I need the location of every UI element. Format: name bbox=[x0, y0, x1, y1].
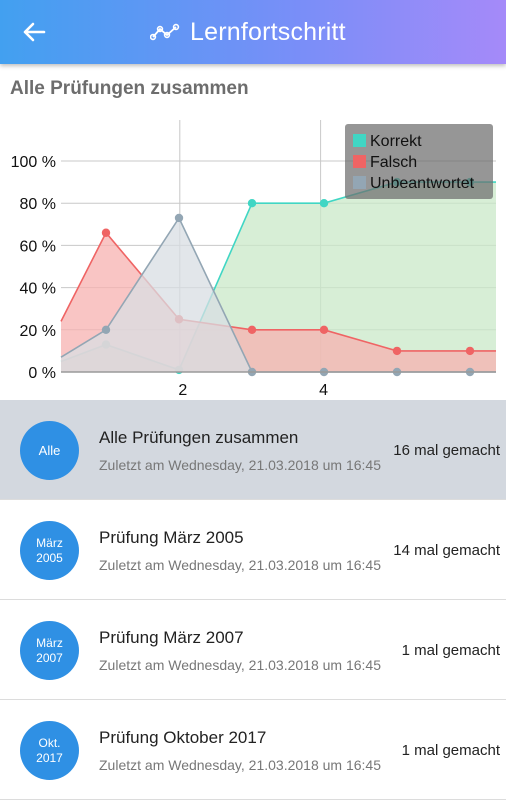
y-tick-label: 100 % bbox=[11, 154, 56, 171]
exam-count: 1 mal gemacht bbox=[401, 742, 500, 759]
y-tick-label: 80 % bbox=[20, 196, 56, 213]
data-point-korrekt bbox=[319, 199, 329, 208]
exam-badge: Okt. 2017 bbox=[20, 721, 79, 780]
exam-badge-text: März bbox=[36, 635, 63, 650]
exam-badge: März 2007 bbox=[20, 621, 79, 680]
app-title-group: Lernfortschritt bbox=[150, 12, 346, 52]
chart-line-icon bbox=[150, 23, 180, 41]
exam-title: Prüfung Oktober 2017 bbox=[99, 728, 267, 747]
exam-title: Alle Prüfungen zusammen bbox=[99, 428, 299, 447]
exam-list-item[interactable]: März 2007 Prüfung März 2007 Zuletzt am Wedn… bbox=[0, 600, 506, 700]
exam-list-item[interactable]: Okt. 2017 Prüfung Oktober 2017 Zuletzt am W… bbox=[0, 700, 506, 800]
data-point-korrekt bbox=[247, 199, 257, 208]
data-point-unbeantwortet bbox=[174, 213, 184, 223]
exam-last-taken: Zuletzt am Wednesday, 21.03.2018 um 16:4… bbox=[99, 457, 381, 473]
page-title: Lernfortschritt bbox=[190, 17, 346, 46]
exam-list: Alle Alle Prüfungen zusammen Zuletzt am We… bbox=[0, 400, 506, 800]
series-line-falsch bbox=[60, 231, 496, 352]
series-area-unbeantwortet bbox=[61, 217, 496, 372]
legend-label-unbeantwortet: Unbeantwortet bbox=[370, 175, 475, 192]
section-title: Alle Prüfungen zusammen bbox=[10, 78, 249, 99]
legend-label-korrekt: Korrekt bbox=[370, 133, 422, 150]
exam-badge: März 2005 bbox=[20, 521, 79, 580]
legend-label-falsch: Falsch bbox=[370, 154, 417, 171]
exam-title: Prüfung März 2005 bbox=[99, 528, 244, 547]
exam-badge-text: Alle bbox=[38, 443, 61, 458]
data-point-unbeantwortet bbox=[101, 325, 111, 334]
legend-swatch-unbeantwortet bbox=[353, 176, 366, 189]
exam-count: 16 mal gemacht bbox=[393, 442, 500, 459]
x-tick-label: 4 bbox=[319, 382, 328, 399]
legend-swatch-falsch bbox=[353, 155, 366, 168]
data-point-falsch bbox=[101, 228, 111, 237]
exam-badge-text: 2007 bbox=[36, 650, 63, 665]
chart-legend bbox=[345, 124, 493, 199]
data-point-falsch bbox=[465, 346, 475, 356]
exam-count: 1 mal gemacht bbox=[401, 642, 500, 659]
y-tick-label: 60 % bbox=[20, 238, 56, 255]
x-tick-label: 2 bbox=[178, 382, 187, 399]
y-tick-label: 40 % bbox=[20, 281, 56, 298]
data-point-falsch bbox=[319, 325, 329, 334]
exam-badge-text: 2017 bbox=[36, 750, 63, 765]
exam-badge: Alle bbox=[20, 421, 79, 480]
exam-badge-text: Okt. bbox=[38, 735, 61, 750]
progress-chart: 0 % 20 % 40 % 60 % 80 % 100 % 2 4 Korrekt Falsch U… bbox=[11, 120, 496, 399]
exam-last-taken: Zuletzt am Wednesday, 21.03.2018 um 16:4… bbox=[99, 557, 381, 573]
legend-swatch-korrekt bbox=[353, 134, 366, 147]
exam-badge-text: März bbox=[36, 535, 63, 550]
exam-count: 14 mal gemacht bbox=[393, 542, 500, 559]
series-area-korrekt bbox=[61, 182, 496, 372]
arrow-left-icon[interactable] bbox=[18, 16, 50, 48]
exam-last-taken: Zuletzt am Wednesday, 21.03.2018 um 16:4… bbox=[99, 757, 381, 773]
exam-last-taken: Zuletzt am Wednesday, 21.03.2018 um 16:4… bbox=[99, 657, 381, 673]
data-point-falsch bbox=[392, 346, 402, 356]
y-tick-label: 20 % bbox=[20, 323, 56, 340]
data-point-falsch bbox=[247, 325, 257, 334]
exam-list-item[interactable]: Alle Alle Prüfungen zusammen Zuletzt am We… bbox=[0, 400, 506, 500]
exam-list-item[interactable]: März 2005 Prüfung März 2005 Zuletzt am Wedn… bbox=[0, 500, 506, 600]
exam-badge-text: 2005 bbox=[36, 550, 63, 565]
y-tick-label: 0 % bbox=[28, 365, 56, 382]
app-bar: Lernfortschritt bbox=[0, 0, 506, 64]
exam-title: Prüfung März 2007 bbox=[99, 628, 244, 647]
